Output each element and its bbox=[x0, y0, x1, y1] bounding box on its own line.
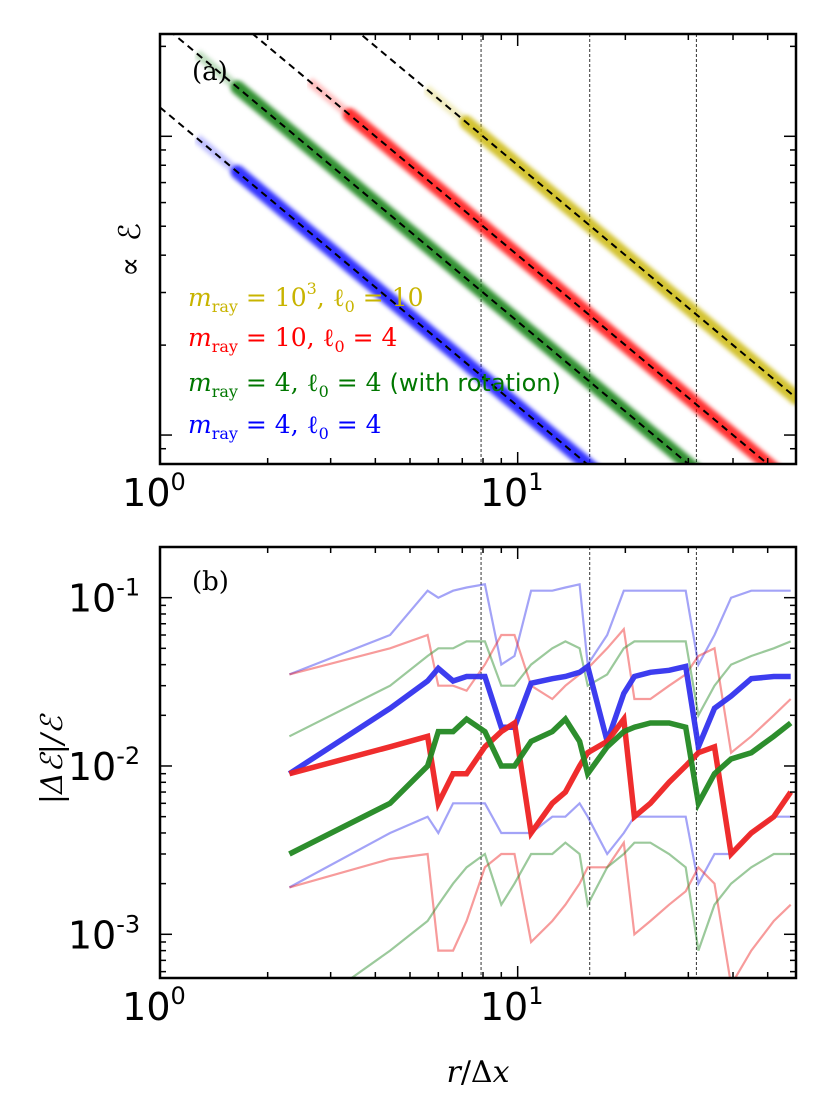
error-series-line bbox=[289, 839, 792, 978]
legend-text-part: 0 bbox=[334, 337, 344, 356]
tick-label-exp: -3 bbox=[116, 910, 140, 938]
tick-label: 100 bbox=[122, 982, 186, 1029]
legend-text-part: 0 bbox=[319, 382, 329, 401]
legend-text-part: = 4 bbox=[345, 323, 398, 352]
legend-entry: mray = 4, ℓ0 = 4 (with rotation) bbox=[188, 368, 561, 401]
legend-text-part: = 10 bbox=[238, 283, 307, 312]
tick-label: 10-3 bbox=[68, 910, 140, 957]
tick-label-base: 10 bbox=[480, 471, 528, 515]
tick-label: 101 bbox=[480, 468, 544, 515]
panel-a-vlines bbox=[480, 34, 697, 464]
legend-text-part: m bbox=[188, 368, 212, 397]
tick-label: 101 bbox=[480, 982, 544, 1029]
power-law-fit-line bbox=[358, 34, 796, 399]
legend-text-part: 3 bbox=[307, 279, 317, 298]
panel-b-ylabel: |Δℰ|/ℰ bbox=[35, 713, 70, 804]
ylabel-energy: ℰ bbox=[113, 223, 148, 241]
legend-text-part: m bbox=[188, 323, 212, 352]
tick-label-exp: 0 bbox=[171, 468, 186, 496]
legend-text-part: m bbox=[188, 283, 212, 312]
tick-label: 10-2 bbox=[68, 742, 140, 789]
tick-label-base: 10 bbox=[68, 913, 116, 957]
xlabel-slash: /Δ bbox=[461, 1055, 493, 1090]
tick-label-base: 10 bbox=[68, 745, 116, 789]
legend-text-part: ray bbox=[212, 297, 238, 316]
panel-a-ylabel: ∝ ℰ bbox=[113, 223, 148, 277]
panel-b-frame bbox=[158, 545, 798, 980]
legend-text-part: = 10 bbox=[355, 283, 424, 312]
power-law-fit-line bbox=[251, 34, 770, 464]
tick-label: 10-1 bbox=[68, 574, 140, 621]
legend-text-part: = 4 bbox=[329, 368, 390, 397]
legend-text-part: = 4 bbox=[329, 410, 382, 439]
panel-b-background bbox=[160, 547, 796, 978]
power-law-fit-line bbox=[160, 106, 589, 464]
power-law-fit-line bbox=[171, 34, 690, 464]
panel-b-lines bbox=[287, 582, 793, 978]
legend-text-part: ray bbox=[212, 382, 238, 401]
error-series-line bbox=[287, 661, 791, 777]
legend-text-part: (with rotation) bbox=[389, 369, 560, 397]
panel-b: (b) |Δℰ|/ℰ 100 101 10-310-210-1 r/Δx bbox=[35, 545, 798, 1090]
tick-label-base: 10 bbox=[480, 985, 528, 1029]
legend-entry: mray = 103, ℓ0 = 10 bbox=[188, 279, 424, 316]
panel-a-xtick-labels: 100 101 bbox=[122, 468, 543, 515]
tick-label-exp: -1 bbox=[116, 574, 140, 602]
panel-b-xlabel: r/Δx bbox=[446, 1055, 509, 1090]
tick-label-exp: 1 bbox=[528, 468, 543, 496]
svg-text:∝ ℰ: ∝ ℰ bbox=[113, 223, 148, 277]
panel-a-label: (a) bbox=[192, 57, 228, 87]
xlabel-x: x bbox=[493, 1055, 510, 1090]
legend-text-part: = 4, ℓ bbox=[238, 368, 319, 397]
tick-label-base: 10 bbox=[68, 577, 116, 621]
error-series-line bbox=[288, 714, 793, 857]
error-series-line bbox=[288, 582, 791, 676]
xlabel-r: r bbox=[446, 1055, 462, 1090]
legend-text-part: ray bbox=[212, 424, 238, 443]
panel-a-frame bbox=[158, 32, 798, 466]
legend-text-part: 0 bbox=[319, 424, 329, 443]
energy-band bbox=[343, 108, 779, 464]
panel-b-ytick-labels: 10-310-210-1 bbox=[68, 574, 140, 958]
tick-label-exp: 0 bbox=[171, 982, 186, 1010]
legend-text-part: = 4, ℓ bbox=[238, 410, 319, 439]
legend-entry: mray = 10, ℓ0 = 4 bbox=[188, 323, 397, 356]
tick-label-base: 10 bbox=[122, 985, 170, 1029]
tick-label: 100 bbox=[122, 468, 186, 515]
tick-label-base: 10 bbox=[122, 471, 170, 515]
ylabel-propto: ∝ bbox=[113, 257, 148, 277]
error-series-line bbox=[288, 801, 791, 889]
legend-text-part: m bbox=[188, 410, 212, 439]
panel-a-fit-lines bbox=[160, 34, 796, 464]
legend-text-part: ray bbox=[212, 337, 238, 356]
svg-text:|Δℰ|/ℰ: |Δℰ|/ℰ bbox=[35, 713, 70, 804]
panel-b-label: (b) bbox=[192, 567, 229, 597]
panel-b-vlines bbox=[480, 547, 697, 978]
legend-text-part: = 10, ℓ bbox=[238, 323, 335, 352]
tick-label-exp: 1 bbox=[528, 982, 543, 1010]
error-series-line bbox=[349, 841, 791, 978]
legend-entry: mray = 4, ℓ0 = 4 bbox=[188, 410, 382, 443]
tick-label-exp: -2 bbox=[116, 742, 140, 770]
legend-text-part: 0 bbox=[345, 297, 355, 316]
legend-text-part: , ℓ bbox=[317, 283, 345, 312]
panel-b-xtick-labels: 100 101 bbox=[122, 982, 543, 1029]
